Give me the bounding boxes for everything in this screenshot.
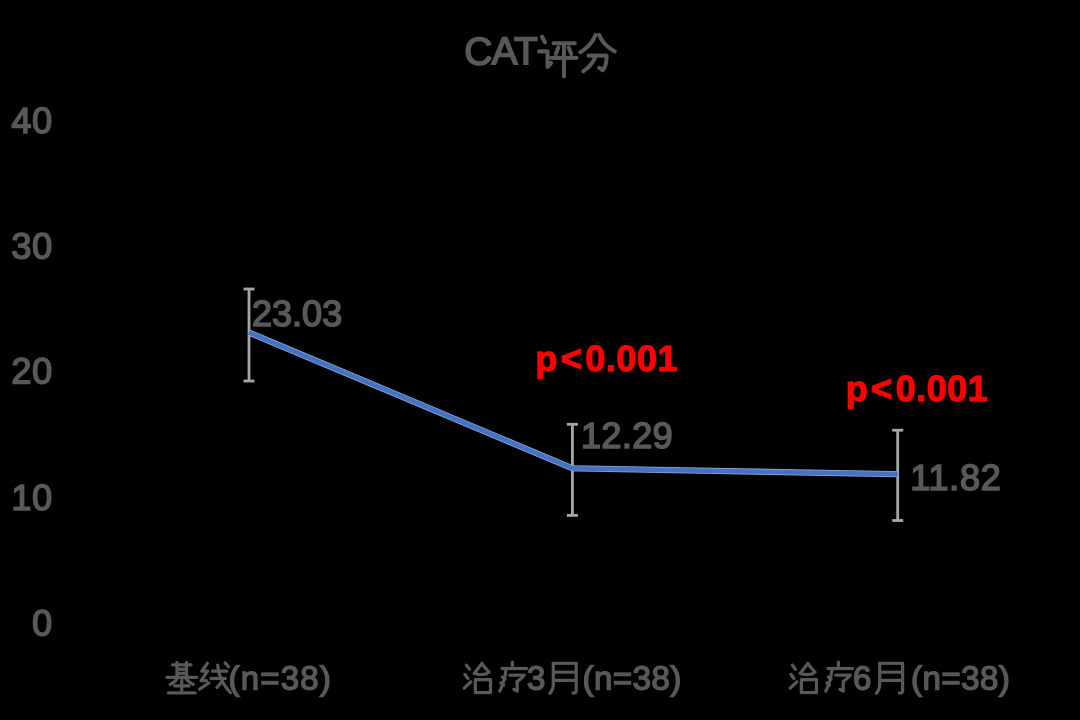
svg-text:(n=38): (n=38) xyxy=(229,660,333,697)
svg-text:CAT: CAT xyxy=(464,31,537,74)
svg-text:20: 20 xyxy=(11,351,53,392)
svg-text:(n=38): (n=38) xyxy=(911,660,1010,697)
svg-text:12.29: 12.29 xyxy=(581,415,673,456)
svg-text:11.82: 11.82 xyxy=(910,457,1001,498)
svg-text:23.03: 23.03 xyxy=(252,293,342,334)
svg-text:(n=38): (n=38) xyxy=(583,660,682,697)
svg-text:p<0.001: p<0.001 xyxy=(846,368,989,409)
svg-text:30: 30 xyxy=(11,226,53,267)
svg-text:0: 0 xyxy=(32,603,53,644)
svg-text:6: 6 xyxy=(853,660,872,697)
svg-text:10: 10 xyxy=(11,477,53,518)
svg-text:40: 40 xyxy=(11,100,53,141)
svg-text:p<0.001: p<0.001 xyxy=(535,338,678,379)
svg-text:3: 3 xyxy=(527,660,546,697)
